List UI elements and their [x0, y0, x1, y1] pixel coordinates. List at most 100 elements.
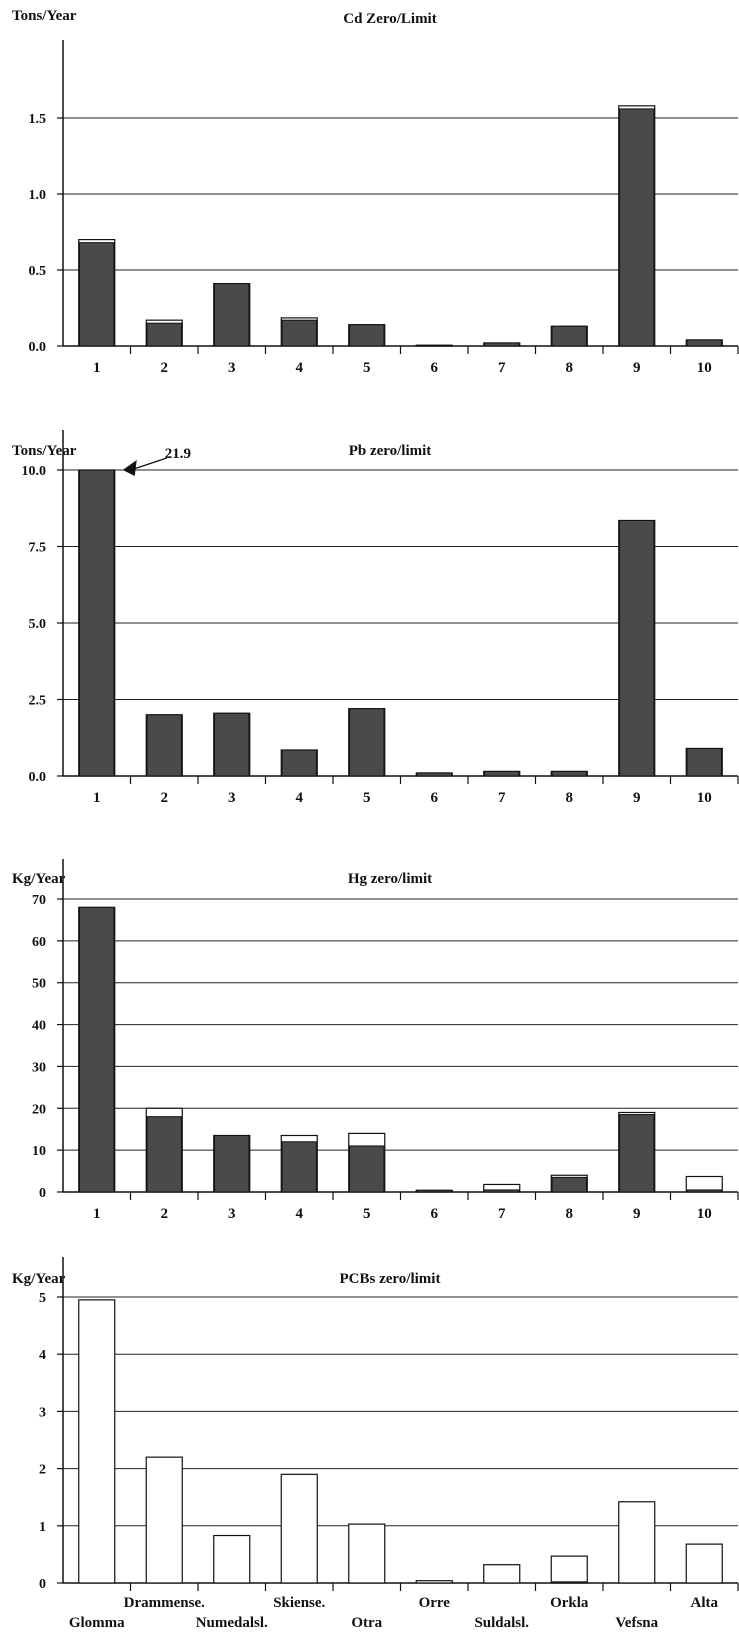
- y-tick-label: 30: [32, 1060, 46, 1075]
- y-tick-label: 0.0: [29, 770, 47, 785]
- bar-lower: [416, 344, 452, 347]
- x-tick-label: 5: [363, 360, 371, 376]
- y-tick-label: 0.5: [29, 264, 47, 279]
- y-tick-label: 3: [39, 1405, 46, 1420]
- x-tick-label: 2: [161, 360, 169, 376]
- y-tick-label: 10.0: [22, 464, 47, 479]
- bar-lower: [551, 325, 587, 347]
- bar-lower: [79, 906, 115, 1193]
- y-tick-label: 70: [32, 893, 46, 908]
- annotation-label: 21.9: [165, 446, 191, 462]
- x-tick-label: 4: [296, 790, 304, 806]
- chart-3: Kg/Year Hg zero/limit 0 10 20 30 40 50 60 70 1 2 3 4 5…: [12, 859, 739, 1222]
- bar-lower: [281, 1141, 317, 1193]
- x-tick-label: 3: [228, 360, 236, 376]
- y-tick-label: 7.5: [29, 541, 47, 556]
- bar-lower: [281, 749, 317, 777]
- bar-lower: [79, 242, 115, 347]
- bar-upper: [483, 1564, 521, 1584]
- x-tick-label: 8: [566, 360, 574, 376]
- y-tick-label: 40: [32, 1019, 46, 1034]
- bar-lower: [214, 712, 250, 777]
- bar-lower: [551, 770, 587, 777]
- bar-lower: [619, 519, 655, 777]
- y-tick-label: 1.5: [29, 112, 47, 127]
- bar-lower: [146, 1116, 182, 1193]
- y-axis-label: Kg/Year: [12, 871, 66, 887]
- x-tick-label: Skiense.: [273, 1595, 325, 1611]
- y-tick-label: 50: [32, 977, 46, 992]
- bar-upper: [415, 1580, 453, 1584]
- chart-title: PCBs zero/limit: [340, 1271, 441, 1287]
- y-tick-label: 0: [39, 1186, 46, 1201]
- y-axis-label: Tons/Year: [12, 8, 77, 24]
- x-tick-label: 4: [296, 360, 304, 376]
- x-tick-label: 10: [697, 1206, 712, 1222]
- x-tick-label: 1: [93, 790, 101, 806]
- x-tick-label: 8: [566, 1206, 574, 1222]
- x-tick-label: 7: [498, 360, 506, 376]
- bar-upper: [78, 1299, 116, 1584]
- x-tick-label: 1: [93, 360, 101, 376]
- bar-lower: [619, 108, 655, 347]
- y-tick-label: 1: [39, 1520, 46, 1535]
- annotation-arrow-head: [122, 460, 137, 476]
- bar-lower: [551, 1176, 587, 1193]
- x-tick-label: 2: [161, 1206, 169, 1222]
- x-tick-label: 9: [633, 360, 641, 376]
- bar-upper: [280, 1473, 318, 1584]
- chart-4: Kg/Year PCBs zero/limit 0 1 2 3 4 5 Glomma Dramme…: [12, 1257, 739, 1631]
- x-tick-label: 5: [363, 790, 371, 806]
- bar-lower: [281, 319, 317, 347]
- chart-title: Pb zero/limit: [349, 443, 432, 459]
- x-tick-label: 4: [296, 1206, 304, 1222]
- bar-lower: [349, 1145, 385, 1193]
- x-tick-label: Otra: [351, 1615, 382, 1631]
- x-tick-label: Glomma: [69, 1615, 125, 1631]
- chart-2: Tons/Year Pb zero/limit 0.0 2.5 5.0 7.5 10.0 1 2…: [12, 430, 739, 806]
- y-axis-label: Kg/Year: [12, 1271, 66, 1287]
- x-tick-label: Alta: [691, 1595, 719, 1611]
- y-tick-label: 60: [32, 935, 46, 950]
- x-tick-label: 1: [93, 1206, 101, 1222]
- y-tick-label: 10: [32, 1144, 46, 1159]
- x-tick-label: Orre: [419, 1595, 451, 1611]
- y-tick-label: 1.0: [29, 188, 47, 203]
- x-tick-label: 3: [228, 1206, 236, 1222]
- bar-upper: [550, 1555, 588, 1584]
- bar-upper: [213, 1534, 251, 1584]
- x-tick-label: 7: [498, 790, 506, 806]
- chart-title: Cd Zero/Limit: [343, 11, 436, 27]
- bar-lower: [619, 1114, 655, 1193]
- y-tick-label: 4: [39, 1348, 46, 1363]
- bar-lower: [484, 342, 520, 347]
- bar-lower: [214, 283, 250, 347]
- bar-lower: [484, 1189, 520, 1193]
- x-tick-label: 7: [498, 1206, 506, 1222]
- y-tick-label: 2: [39, 1463, 46, 1478]
- y-tick-label: 0.0: [29, 340, 47, 355]
- chart-1: Tons/Year Cd Zero/Limit 0.0 0.5 1.0 1.5 1 2 3 4 5 6…: [12, 8, 739, 376]
- x-tick-label: 2: [161, 790, 169, 806]
- y-tick-label: 2.5: [29, 694, 47, 709]
- y-tick-label: 20: [32, 1102, 46, 1117]
- bar-lower: [349, 324, 385, 347]
- y-tick-label: 5.0: [29, 617, 47, 632]
- y-tick-label: 5: [39, 1291, 46, 1306]
- bar-lower: [551, 1581, 587, 1584]
- bar-lower: [416, 772, 452, 777]
- bar-lower: [686, 339, 722, 347]
- bar-upper: [618, 1501, 656, 1584]
- bar-upper: [685, 1543, 723, 1584]
- x-tick-label: Drammense.: [124, 1595, 205, 1611]
- x-tick-label: 9: [633, 1206, 641, 1222]
- x-tick-label: 6: [431, 790, 439, 806]
- x-tick-label: 6: [431, 1206, 439, 1222]
- annotation-arrow-line: [130, 457, 167, 471]
- x-tick-label: 8: [566, 790, 574, 806]
- bar-lower: [349, 708, 385, 777]
- x-tick-label: Orkla: [550, 1595, 589, 1611]
- x-tick-label: Suldalsl.: [474, 1615, 529, 1631]
- x-tick-label: 5: [363, 1206, 371, 1222]
